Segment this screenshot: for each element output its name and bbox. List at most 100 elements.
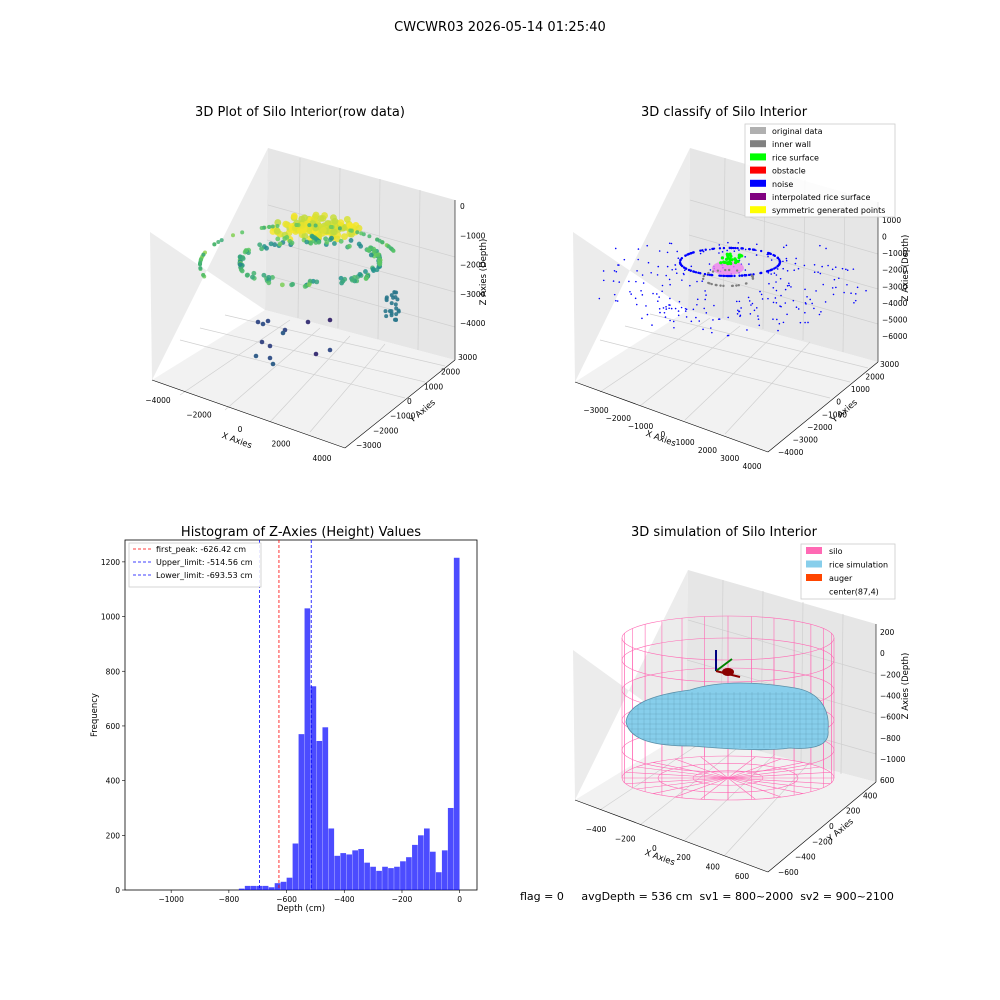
silo-spoke [636, 777, 729, 790]
histogram-bar [292, 843, 299, 890]
noise-point [617, 264, 619, 266]
panel3-title: Histogram of Z-Axies (Height) Values [181, 525, 421, 540]
panel2-floor-pane [575, 310, 878, 452]
panel2-y-ticks: −4000 −3000 −2000 −1000 0 1000 2000 3000 [778, 360, 899, 457]
noise-point [738, 274, 741, 277]
silo-floor-ring [692, 770, 764, 786]
data-point [301, 232, 309, 240]
noise-point [854, 293, 857, 295]
panel1-axes [151, 200, 456, 449]
noise-point [692, 251, 695, 254]
panel4-z-tick-label: 200 [880, 628, 895, 637]
noise-point [845, 268, 847, 271]
data-point [308, 240, 314, 246]
histogram-bar [334, 855, 341, 890]
inner-wall-point [724, 268, 727, 272]
noise-point [615, 270, 618, 273]
noise-point [683, 269, 686, 272]
data-point [290, 212, 298, 220]
panel2-z-tick-label: 1000 [882, 216, 901, 225]
noise-point [721, 251, 724, 253]
data-point [296, 227, 304, 235]
noise-point [733, 250, 736, 252]
rice-surface-point [729, 261, 733, 265]
noise-point [710, 327, 712, 329]
noise-point [759, 271, 763, 275]
noise-point [718, 247, 722, 250]
histogram-bar [358, 848, 364, 890]
noise-point [699, 249, 702, 252]
noise-point [668, 307, 670, 310]
noise-point [778, 261, 782, 264]
data-point [346, 243, 352, 249]
noise-point [675, 272, 678, 275]
noise-point [696, 298, 699, 301]
panel1-left-pane [150, 148, 268, 380]
data-point [298, 222, 306, 229]
legend-label: symmetric generated points [772, 206, 885, 215]
data-point [327, 317, 333, 323]
panel2-z-tick-label: −6000 [882, 332, 908, 341]
noise-point [772, 318, 774, 320]
data-point [363, 276, 369, 281]
x-tick-label: −1000 [158, 895, 184, 904]
panel1-x-tick-label: 0 [238, 425, 243, 434]
noise-point [718, 244, 721, 246]
noise-point [743, 274, 746, 277]
panel2-z-ticks: 1000 0 −1000 −2000 −3000 −4000 −5000 −6000 [882, 216, 908, 341]
panel1-scatter-points [198, 211, 401, 367]
noise-point [711, 273, 714, 277]
data-point [348, 228, 353, 233]
silo-spoke [727, 777, 804, 794]
silo-spoke [727, 777, 820, 790]
data-point [384, 314, 389, 319]
noise-point [666, 251, 669, 254]
noise-point [680, 306, 683, 309]
noise-point [697, 271, 700, 275]
noise-point [795, 257, 797, 260]
noise-point [635, 280, 637, 283]
legend-label: silo [829, 547, 843, 556]
noise-point [677, 310, 680, 312]
panel4-z-ticks: 200 0 −200 −400 −600 −800 −1000 [880, 628, 906, 764]
noise-point [677, 314, 680, 317]
noise-point [718, 252, 720, 254]
noise-point [719, 274, 723, 277]
noise-point [615, 299, 617, 302]
noise-point [699, 272, 702, 275]
legend-swatch [750, 153, 766, 161]
noise-point [646, 244, 649, 247]
noise-point [748, 300, 751, 302]
legend-label: noise [772, 180, 793, 189]
inner-wall-point [744, 282, 748, 285]
noise-point [770, 259, 773, 261]
panel3-legend: first_peak: -626.42 cm Upper_limit: -514.… [128, 542, 262, 588]
data-point [386, 244, 391, 249]
panel1-xlabel: X Axies [220, 431, 253, 451]
noise-point [785, 259, 788, 262]
data-point [240, 256, 246, 261]
legend-label: obstacle [772, 167, 806, 176]
data-point [396, 309, 401, 314]
noise-point [865, 289, 867, 292]
data-point [301, 214, 308, 222]
noise-point [786, 269, 789, 272]
noise-point [804, 321, 806, 324]
noise-point [792, 299, 795, 302]
rice-surface-point [738, 253, 742, 257]
histogram-bar [280, 881, 287, 890]
data-point [355, 230, 360, 235]
panel2-y-tick-label: 0 [836, 398, 841, 407]
noise-point [818, 313, 821, 316]
data-point [305, 319, 311, 325]
noise-point [671, 268, 674, 271]
data-point [391, 248, 396, 253]
noise-point [797, 267, 800, 270]
noise-point [751, 302, 754, 305]
inner-wall-point [722, 284, 725, 288]
noise-point [846, 269, 849, 272]
inner-wall-point [701, 277, 705, 281]
noise-point [628, 280, 630, 283]
noise-point [677, 257, 680, 259]
